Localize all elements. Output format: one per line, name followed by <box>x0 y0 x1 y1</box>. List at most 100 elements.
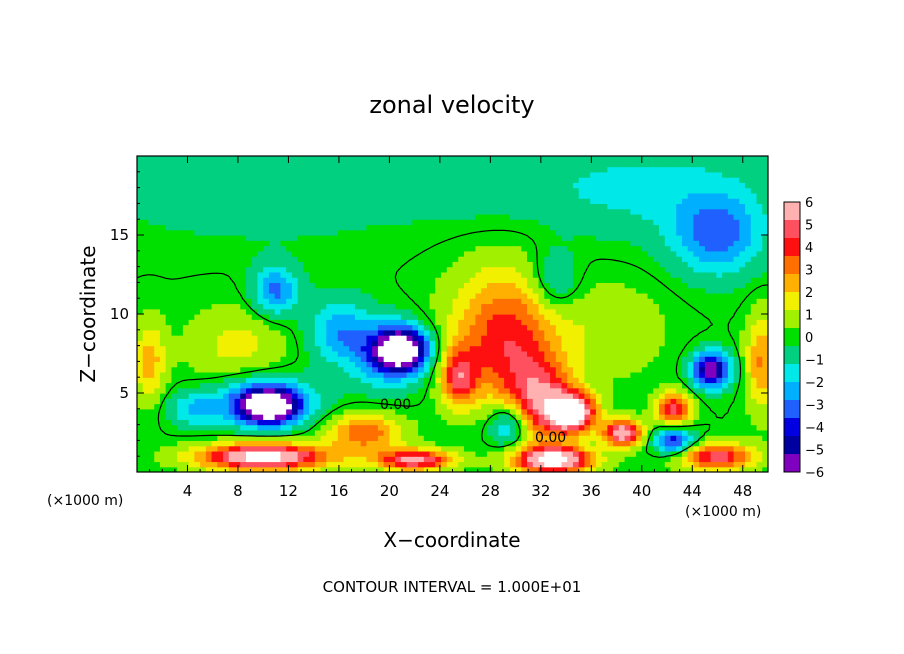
heatmap-cell <box>395 429 402 436</box>
heatmap-cell <box>687 356 695 362</box>
heatmap-cell <box>406 277 413 283</box>
heatmap-cell <box>750 435 758 441</box>
heatmap-cell <box>687 456 695 463</box>
heatmap-cell <box>716 377 723 384</box>
heatmap-cell <box>567 387 574 394</box>
heatmap-cell <box>750 461 758 468</box>
heatmap-cell <box>274 282 282 289</box>
heatmap-cell <box>452 387 459 394</box>
heatmap-cell <box>710 250 717 257</box>
heatmap-cell <box>699 456 706 463</box>
heatmap-cell <box>349 414 356 420</box>
heatmap-cell <box>435 456 442 463</box>
heatmap-cell <box>716 261 723 268</box>
heatmap-cell <box>538 393 545 399</box>
heatmap-cell <box>659 466 666 472</box>
heatmap-cell <box>475 314 482 320</box>
heatmap-cell <box>343 261 350 268</box>
heatmap-cell <box>223 314 230 320</box>
heatmap-cell <box>228 414 236 420</box>
heatmap-cell <box>601 450 608 457</box>
heatmap-cell <box>441 466 448 472</box>
heatmap-cell <box>458 298 465 305</box>
heatmap-cell <box>159 277 167 283</box>
heatmap-cell <box>739 419 746 426</box>
heatmap-cell <box>458 314 465 320</box>
heatmap-cell <box>142 403 150 410</box>
heatmap-cell <box>572 271 580 278</box>
heatmap-cell <box>555 382 563 389</box>
heatmap-cell <box>372 329 379 336</box>
heatmap-cell <box>274 345 282 352</box>
heatmap-cell <box>234 324 241 331</box>
heatmap-cell <box>182 250 190 257</box>
heatmap-cell <box>733 466 740 472</box>
heatmap-cell <box>257 308 264 315</box>
heatmap-cell <box>429 419 436 426</box>
heatmap-cell <box>205 393 213 399</box>
heatmap-cell <box>372 403 379 410</box>
heatmap-cell <box>395 361 402 368</box>
heatmap-cell <box>240 450 247 457</box>
heatmap-cell <box>337 229 345 236</box>
heatmap-cell <box>286 387 293 394</box>
heatmap-cell <box>458 240 465 247</box>
heatmap-cell <box>716 298 723 305</box>
heatmap-cell <box>653 371 660 378</box>
heatmap-cell <box>360 435 368 441</box>
heatmap-cell <box>452 424 459 431</box>
heatmap-cell <box>337 414 345 420</box>
heatmap-cell <box>745 256 752 262</box>
heatmap-cell <box>463 319 471 326</box>
heatmap-cell <box>630 345 637 352</box>
heatmap-cell <box>297 408 304 415</box>
heatmap-cell <box>377 371 385 378</box>
heatmap-cell <box>475 445 482 452</box>
heatmap-cell <box>664 382 672 389</box>
heatmap-cell <box>263 314 270 320</box>
heatmap-cell <box>148 408 155 415</box>
heatmap-cell <box>521 356 528 362</box>
heatmap-cell <box>154 424 161 431</box>
heatmap-cell <box>274 245 282 252</box>
heatmap-cell <box>165 250 173 257</box>
heatmap-cell <box>286 440 293 447</box>
heatmap-cell <box>309 450 316 457</box>
heatmap-cell <box>653 356 660 362</box>
heatmap-cell <box>653 398 660 405</box>
heatmap-cell <box>498 371 505 378</box>
heatmap-cell <box>745 266 752 273</box>
heatmap-cell <box>441 256 448 262</box>
heatmap-cell <box>360 303 368 310</box>
heatmap-cell <box>567 256 574 262</box>
heatmap-cell <box>590 435 597 441</box>
heatmap-cell <box>234 429 241 436</box>
heatmap-cell <box>653 466 660 472</box>
heatmap-cell <box>291 266 299 273</box>
heatmap-cell <box>647 345 654 352</box>
heatmap-cell <box>555 256 563 262</box>
heatmap-cell <box>607 414 614 420</box>
heatmap-cell <box>699 408 706 415</box>
heatmap-cell <box>263 282 270 289</box>
heatmap-cell <box>372 335 379 341</box>
heatmap-cell <box>561 461 568 468</box>
heatmap-cell <box>498 261 505 268</box>
heatmap-cell <box>676 382 683 389</box>
heatmap-cell <box>217 319 224 326</box>
heatmap-cell <box>429 256 436 262</box>
heatmap-cell <box>395 450 402 457</box>
heatmap-cell <box>320 461 327 468</box>
heatmap-cell <box>613 445 620 452</box>
heatmap-cell <box>177 382 184 389</box>
heatmap-cell <box>584 393 591 399</box>
heatmap-cell <box>418 403 425 410</box>
heatmap-cell <box>309 235 316 241</box>
heatmap-cell <box>137 329 144 336</box>
heatmap-cell <box>469 345 477 352</box>
heatmap-cell <box>251 408 259 415</box>
heatmap-cell <box>354 377 362 384</box>
heatmap-cell <box>171 424 178 431</box>
heatmap-cell <box>647 240 654 247</box>
heatmap-cell <box>320 445 327 452</box>
